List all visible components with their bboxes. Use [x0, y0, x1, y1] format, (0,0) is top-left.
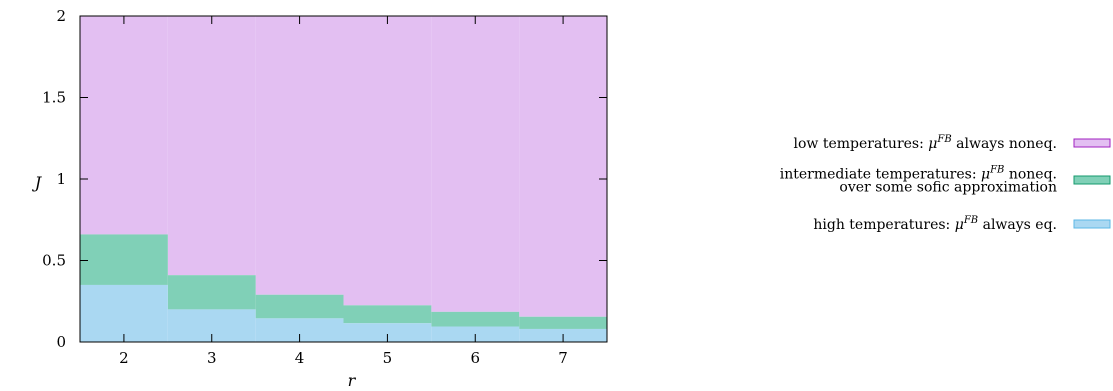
region-1-r4 [255, 318, 344, 342]
y-tick-label: 1 [56, 170, 66, 188]
y-tick-label: 2 [56, 7, 66, 25]
legend-label-1: high temperatures: μFB always eq. [813, 215, 1057, 233]
region-3-r6 [431, 16, 520, 312]
x-tick-label: 7 [558, 349, 568, 367]
region-2-r3 [167, 275, 256, 310]
region-2-r7 [519, 316, 607, 329]
region-3-r7 [519, 16, 607, 317]
region-1-r5 [343, 323, 432, 342]
region-2-r2 [80, 234, 168, 285]
region-3-r3 [167, 16, 256, 276]
x-tick-label: 4 [295, 349, 305, 367]
x-tick-label: 3 [207, 349, 217, 367]
region-1-r2 [80, 284, 168, 342]
legend-label-3: low temperatures: μFB always noneq. [793, 134, 1057, 152]
y-axis-label: J [32, 173, 43, 192]
region-3-r2 [80, 16, 168, 235]
region-3-r4 [255, 16, 344, 295]
legend-swatch-2 [1073, 175, 1111, 185]
y-tick-label: 1.5 [42, 89, 66, 107]
x-tick-label: 6 [470, 349, 480, 367]
region-2-r4 [255, 294, 344, 319]
legend-swatch-1 [1073, 219, 1111, 229]
region-2-r6 [431, 311, 520, 327]
x-tick-label: 2 [119, 349, 129, 367]
x-axis-label: r [348, 371, 357, 390]
legend-label-2: intermediate temperatures: μFB noneq. [780, 165, 1057, 183]
region-3-r5 [343, 16, 432, 306]
chart-regions [80, 16, 607, 342]
y-tick-label: 0.5 [42, 252, 66, 270]
legend-swatch-3 [1073, 138, 1111, 148]
axis-ticks: 2 3 4 5 6 7 0 0.5 1 1.5 2 [42, 7, 607, 367]
y-tick-label: 0 [56, 333, 66, 351]
legend-label-2: over some sofic approximation [839, 180, 1057, 196]
legend: low temperatures: μFB always noneq. inter… [780, 134, 1111, 233]
x-tick-label: 5 [383, 349, 393, 367]
region-2-r5 [343, 305, 432, 324]
